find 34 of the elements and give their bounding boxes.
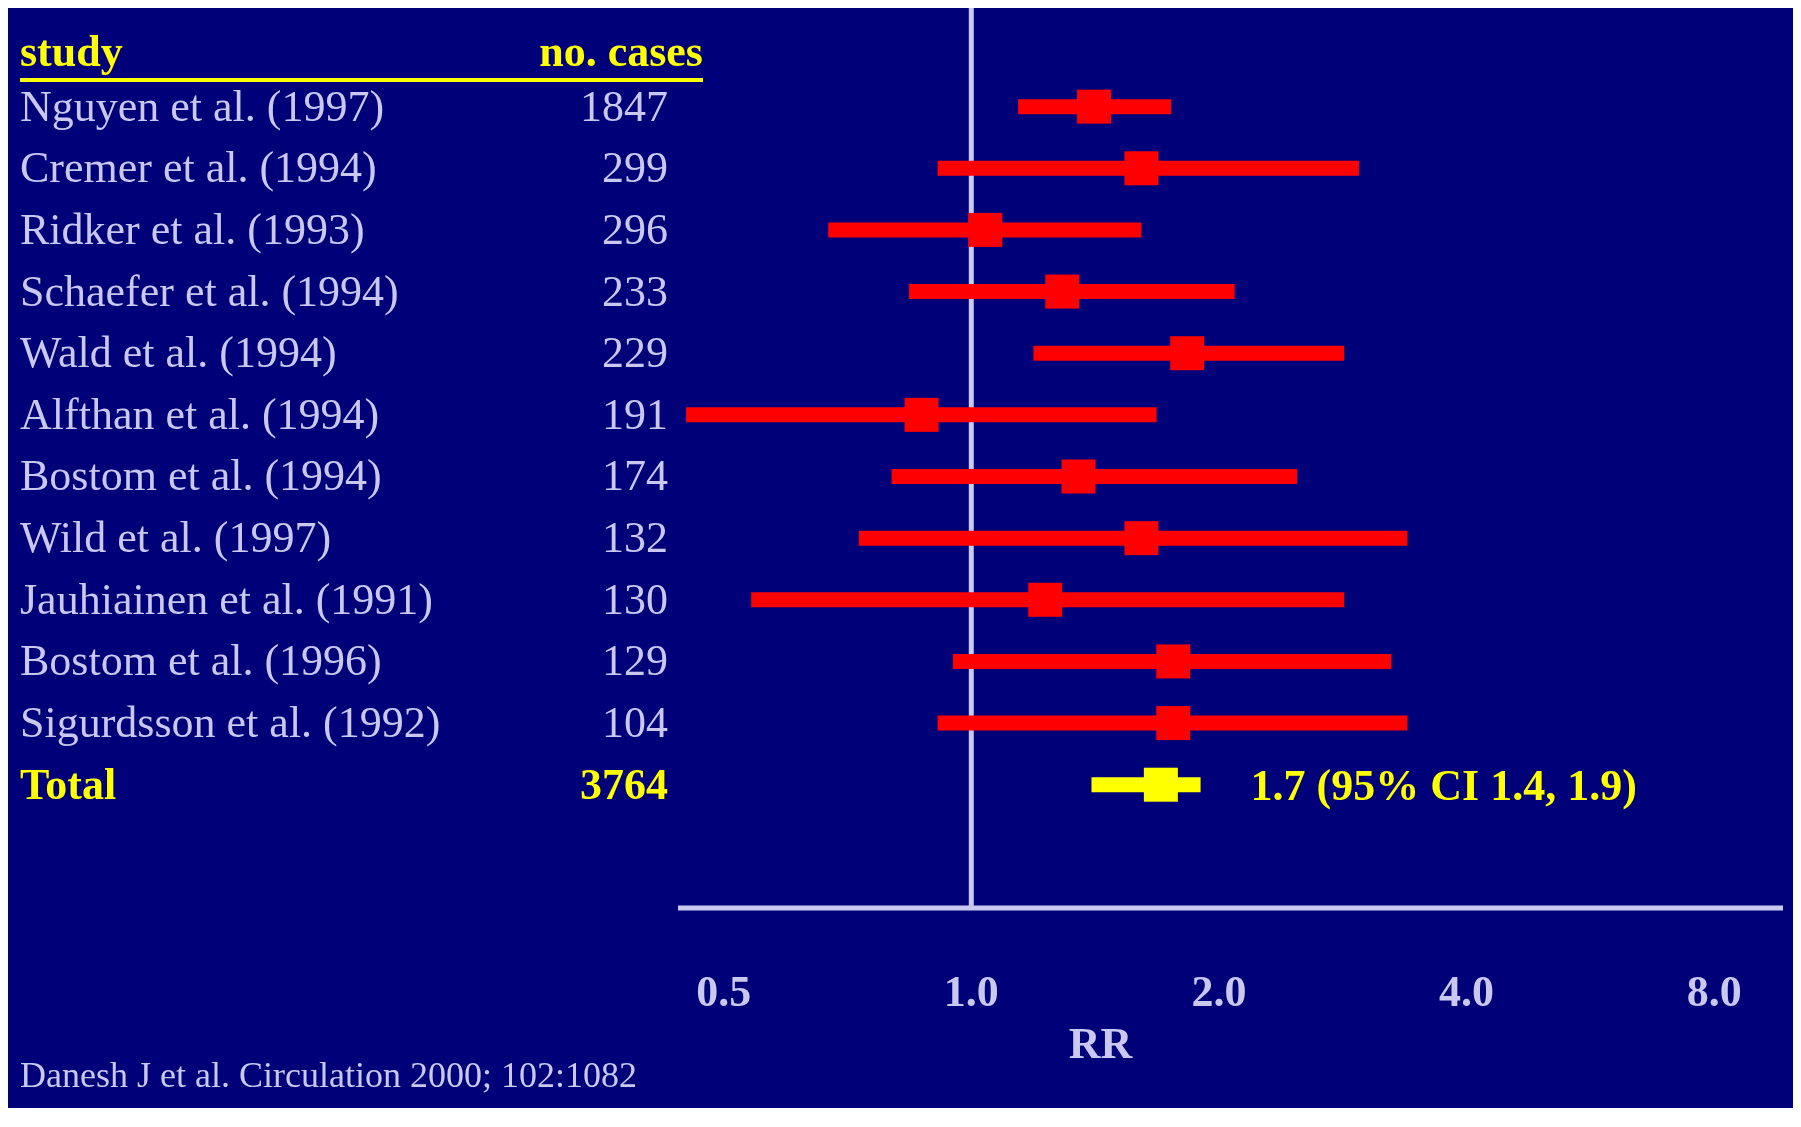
x-tick-label: 8.0 (1686, 967, 1742, 1016)
x-axis-title: RR (1068, 1019, 1134, 1068)
y-tick-label: Wild et al. (1997) (20, 513, 332, 563)
y-tick-label: Wald et al. (1994) (20, 328, 337, 378)
y-tick-label: Alfthan et al. (1994) (20, 389, 380, 439)
y-tick-label: Jauhiainen et al. (1991) (20, 574, 433, 624)
annotation: 1.7 (95% CI 1.4, 1.9) (1250, 761, 1637, 811)
y-tick-label: Bostom et al. (1996) (20, 636, 382, 686)
y2-tick-label: 296 (602, 204, 668, 254)
y2-tick-label: 233 (602, 266, 668, 316)
y2-tick-label: 229 (602, 328, 668, 378)
y2-tick-label: 174 (602, 451, 668, 501)
y-tick-label: Ridker et al. (1993) (20, 204, 365, 254)
y-tick-label: Total (20, 759, 117, 809)
y2-tick-label: 191 (602, 389, 668, 439)
y2-tick-label: 299 (602, 143, 668, 193)
x-tick-label: 0.5 (696, 967, 752, 1016)
y2-tick-label: 3764 (580, 759, 668, 809)
y-tick-label: Sigurdsson et al. (1992) (20, 698, 441, 748)
y2-tick-label: 132 (602, 513, 668, 563)
y-tick-label: Cremer et al. (1994) (20, 143, 377, 193)
y-tick-label: Nguyen et al. (1997) (20, 81, 385, 131)
y-axis-title: study (20, 26, 123, 78)
x-tick-label: 2.0 (1191, 967, 1247, 1016)
x-tick-label: 4.0 (1439, 967, 1495, 1016)
y2-tick-label: 1847 (580, 81, 668, 131)
y-tick-label: Bostom et al. (1994) (20, 451, 382, 501)
y2-tick-label: 130 (602, 574, 668, 624)
text: Danesh J et al. Circulation 2000; 102:1082 (20, 1054, 637, 1096)
y2-axis-title: no. cases (539, 26, 703, 78)
y2-tick-label: 104 (602, 698, 668, 748)
x-tick-label: 1.0 (943, 967, 999, 1016)
y-tick-label: Schaefer et al. (1994) (20, 266, 399, 316)
y2-tick-label: 129 (602, 636, 668, 686)
